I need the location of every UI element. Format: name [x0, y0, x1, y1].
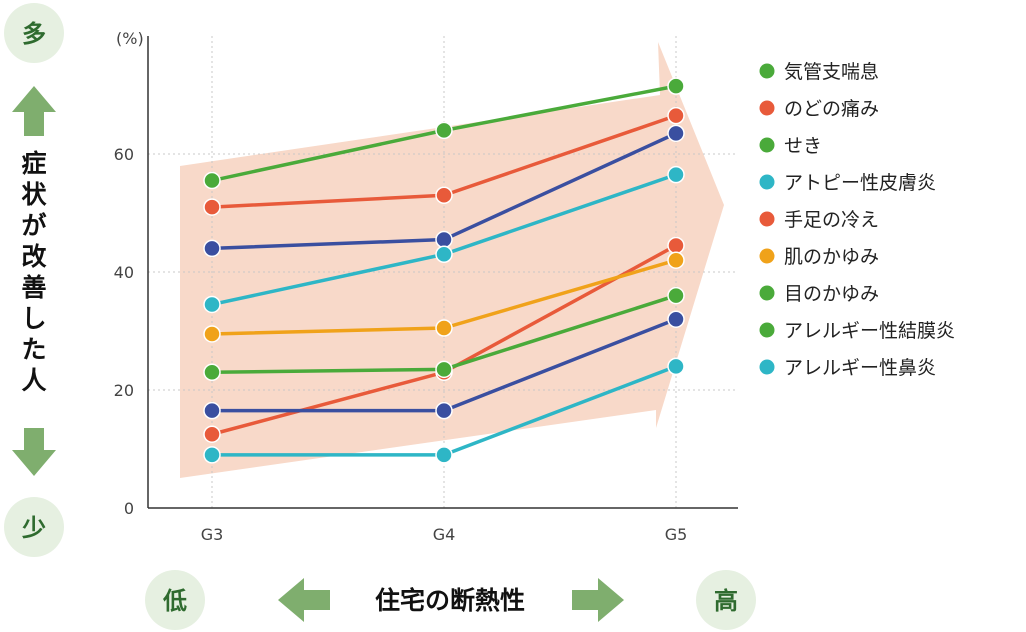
legend-marker [759, 211, 775, 227]
data-point [435, 360, 453, 379]
legend-label: 気管支喘息 [784, 61, 879, 83]
series-アレルギー性鼻炎 [203, 357, 685, 464]
series-のどの痛み [203, 106, 685, 216]
data-point [203, 325, 221, 343]
y-side-title: 症状が改善した人 [21, 149, 47, 395]
top-label: 多 [22, 20, 46, 48]
legend-marker [759, 285, 775, 301]
x-ticks: G3 G4 G5 [201, 525, 688, 544]
data-point [667, 357, 685, 376]
legend-label: アレルギー性結膜炎 [784, 320, 955, 342]
data-point [435, 230, 453, 249]
series-気管支喘息 [203, 77, 685, 190]
legend-label: せき [784, 135, 822, 157]
data-point [667, 310, 685, 328]
y-ticks: 0 20 40 60 [114, 145, 134, 518]
up-arrow-icon [12, 86, 56, 136]
series-アレルギー性結膜炎 [203, 310, 685, 420]
data-point [203, 401, 221, 420]
bottom-label: 少 [21, 514, 46, 542]
legend-label: 目のかゆみ [784, 283, 879, 305]
y-tick-label: 20 [114, 381, 134, 400]
legend-marker [759, 100, 775, 116]
x-tick-label: G3 [201, 525, 224, 544]
down-arrow-icon [12, 428, 56, 476]
series-アトピー性皮膚炎 [203, 165, 685, 314]
data-point [435, 245, 453, 264]
x-tick-label: G5 [665, 525, 688, 544]
data-point [203, 198, 221, 216]
data-point [435, 446, 453, 464]
data-point [667, 165, 685, 184]
legend-marker [759, 137, 775, 153]
y-tick-label: 60 [114, 145, 134, 164]
trend-band-arrow [180, 42, 724, 478]
y-tick-label: 40 [114, 263, 134, 282]
data-point [435, 401, 453, 420]
data-point [203, 425, 221, 443]
x-tick-label: G4 [433, 525, 456, 544]
x-side-title: 住宅の断熱性 [375, 586, 525, 615]
legend: 気管支喘息のどの痛みせきアトピー性皮膚炎手足の冷え肌のかゆみ目のかゆみアレルギー… [759, 61, 955, 379]
data-point [203, 363, 221, 382]
left-circle [145, 570, 205, 630]
right-label: 高 [714, 587, 738, 615]
data-point [203, 295, 221, 314]
series-目のかゆみ [203, 286, 685, 382]
top-circle [4, 3, 64, 63]
series-group [203, 77, 685, 464]
series-せき [203, 124, 685, 258]
legend-label: アトピー性皮膚炎 [784, 172, 936, 194]
right-circle [696, 570, 756, 630]
legend-label: のどの痛み [784, 98, 879, 120]
legend-marker [759, 174, 775, 190]
right-arrow-icon [572, 578, 624, 622]
data-point [435, 186, 453, 205]
data-point [667, 106, 685, 125]
data-point [203, 171, 221, 190]
legend-marker [759, 359, 775, 375]
y-axis-unit: (%) [116, 29, 144, 48]
y-side-labels: 多 症状が改善した人 少 [4, 3, 64, 557]
legend-label: 肌のかゆみ [784, 246, 879, 268]
legend-marker [759, 248, 775, 264]
axes [147, 36, 738, 509]
data-point [667, 124, 685, 143]
data-point [435, 121, 453, 140]
left-arrow-icon [278, 578, 330, 622]
data-point [667, 77, 685, 95]
data-point [203, 446, 221, 464]
legend-label: アレルギー性鼻炎 [784, 357, 936, 379]
y-tick-label: 0 [124, 499, 134, 518]
data-point [667, 286, 685, 305]
data-point [667, 251, 685, 269]
data-point [667, 236, 685, 255]
x-side-labels: 低 住宅の断熱性 高 [145, 570, 756, 630]
data-point [435, 319, 453, 337]
legend-label: 手足の冷え [784, 209, 879, 231]
series-肌のかゆみ [203, 251, 685, 343]
legend-marker [759, 322, 775, 338]
data-point [203, 239, 221, 258]
bottom-circle [4, 497, 64, 557]
legend-marker [759, 63, 775, 79]
left-label: 低 [162, 587, 187, 615]
